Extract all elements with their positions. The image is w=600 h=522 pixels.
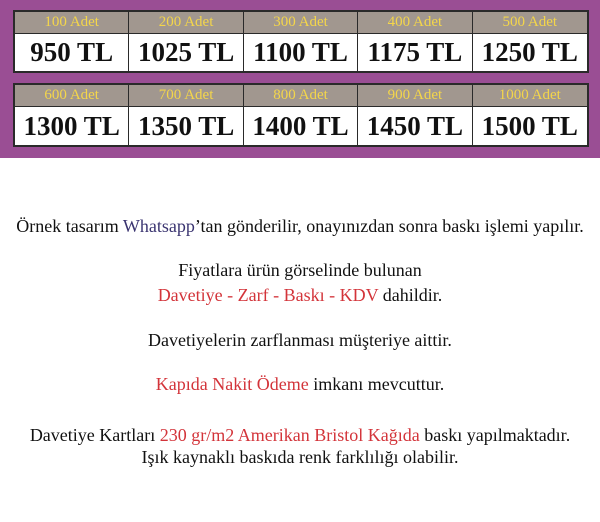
- included-items: Davetiye - Zarf - Baskı - KDV: [157, 285, 379, 305]
- quantity-label: 500 Adet: [472, 12, 587, 34]
- price-value: 1500 TL: [481, 110, 578, 141]
- quantity-label: 800 Adet: [243, 85, 358, 107]
- text: dahildir.: [378, 285, 443, 305]
- quantity-label: 300 Adet: [243, 12, 358, 34]
- price-banner: 100 Adet 950 TL 200 Adet 1025 TL 300 Adet 1…: [0, 0, 600, 158]
- text: Örnek tasarım: [16, 216, 123, 236]
- price-cell: 100 Adet 950 TL: [15, 12, 130, 71]
- whatsapp-text: Whatsapp: [122, 216, 195, 236]
- price-cell: 900 Adet 1450 TL: [358, 85, 473, 145]
- info-envelope-line: Davetiyelerin zarflanması müşteriye aitt…: [148, 330, 452, 350]
- quantity-label: 700 Adet: [129, 85, 243, 107]
- price-value: 1100 TL: [253, 37, 348, 67]
- quantity-label: 1000 Adet: [472, 85, 587, 107]
- price-cell: 500 Adet 1250 TL: [472, 12, 587, 71]
- price-value: 1025 TL: [137, 37, 235, 67]
- quantity-label: 900 Adet: [358, 85, 472, 107]
- info-color-note-line: Işık kaynaklı baskıda renk farklılığı ol…: [141, 447, 459, 467]
- price-value: 1400 TL: [252, 110, 349, 141]
- price-cell: 300 Adet 1100 TL: [243, 12, 359, 71]
- price-value: 1175 TL: [367, 37, 463, 67]
- text: ’tan gönderilir, onayınızdan sonra baskı…: [194, 216, 584, 236]
- price-cell: 600 Adet 1300 TL: [15, 85, 130, 145]
- text: baskı yapılmaktadır.: [419, 425, 571, 445]
- info-included-items-line: Davetiye - Zarf - Baskı - KDV dahildir.: [0, 285, 600, 306]
- price-cell: 200 Adet 1025 TL: [129, 12, 244, 71]
- quantity-label: 400 Adet: [358, 12, 472, 34]
- paper-type: 230 gr/m2 Amerikan Bristol Kağıda: [159, 425, 420, 445]
- price-value: 1350 TL: [137, 110, 235, 141]
- payment-method: Kapıda Nakit Ödeme: [155, 374, 309, 394]
- price-table-2: 600 Adet 1300 TL 700 Adet 1350 TL 800 Adet…: [13, 83, 589, 147]
- price-value: 950 TL: [30, 37, 114, 67]
- info-price-includes-line: Fiyatlara ürün görselinde bulunan: [178, 260, 422, 280]
- info-payment-line: Kapıda Nakit Ödeme imkanı mevcuttur.: [0, 374, 600, 395]
- price-value: 1250 TL: [481, 37, 578, 67]
- text: Davetiye Kartları: [29, 425, 160, 445]
- info-paper-line: Davetiye Kartları 230 gr/m2 Amerikan Bri…: [0, 425, 600, 446]
- price-value: 1300 TL: [23, 110, 120, 141]
- price-cell: 1000 Adet 1500 TL: [472, 85, 587, 145]
- price-cell: 700 Adet 1350 TL: [129, 85, 244, 145]
- quantity-label: 200 Adet: [129, 12, 243, 34]
- quantity-label: 100 Adet: [15, 12, 129, 34]
- price-cell: 800 Adet 1400 TL: [243, 85, 359, 145]
- price-cell: 400 Adet 1175 TL: [358, 12, 473, 71]
- price-value: 1450 TL: [366, 110, 464, 141]
- text: imkanı mevcuttur.: [308, 374, 445, 394]
- info-design-line: Örnek tasarım Whatsapp’tan gönderilir, o…: [0, 216, 600, 237]
- quantity-label: 600 Adet: [15, 85, 129, 107]
- price-table-1: 100 Adet 950 TL 200 Adet 1025 TL 300 Adet 1…: [13, 10, 589, 73]
